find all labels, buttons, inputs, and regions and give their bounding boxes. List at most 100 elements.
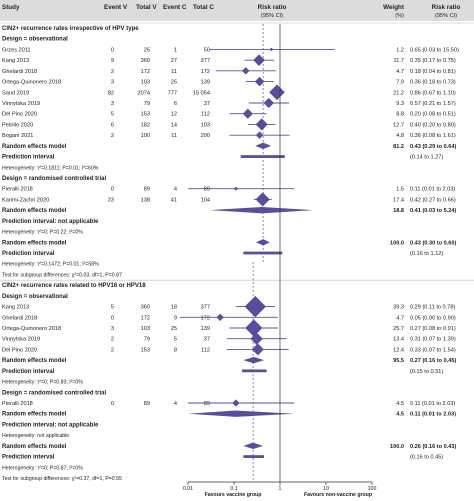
- study-marker: [263, 97, 274, 109]
- weight-value: 12.4: [393, 347, 404, 353]
- event-v-value: 2: [111, 133, 114, 139]
- x-tick-label: 10: [323, 486, 329, 492]
- event-c-value: 41: [171, 197, 177, 203]
- total-v-value: 79: [144, 101, 150, 107]
- event-v-value: 3: [111, 101, 114, 107]
- total-v-value: 2074: [138, 90, 150, 96]
- total-c-value: 37: [204, 101, 210, 107]
- event-v-value: 0: [111, 315, 114, 321]
- summary-diamond: [188, 410, 295, 417]
- study-label: Sand 2019: [2, 90, 29, 96]
- summary-weight-value: 4.5: [396, 412, 404, 418]
- rr-ci-value: 0.36 (0.18 to 0.73): [410, 80, 456, 86]
- total-c-value: 112: [201, 112, 210, 118]
- study-marker: [251, 343, 264, 356]
- study-label: Kang 2013: [2, 58, 29, 64]
- summary-label: Random effects model: [2, 208, 67, 214]
- event-c-value: 4: [174, 401, 177, 407]
- prediction-interval-value: (0.16 to 0.45): [410, 455, 443, 461]
- total-v-value: 172: [141, 69, 150, 75]
- subgroup-label: Design = observational: [2, 37, 68, 43]
- study-marker: [242, 67, 250, 75]
- study-marker: [255, 118, 268, 131]
- rr-ci-value: 0.27 (0.08 to 0.91): [410, 326, 456, 332]
- total-c-value: 172: [201, 315, 210, 321]
- study-label: Kang 2013: [2, 305, 29, 311]
- weight-value: 8.8: [396, 112, 404, 118]
- event-v-value: 0: [111, 47, 114, 53]
- study-marker: [255, 131, 264, 139]
- prediction-interval-bar: [243, 455, 265, 458]
- rr-ci-value: 0.11 (0.01 to 2.03): [410, 401, 455, 407]
- study-label: Ortega-Quinonero 2018: [2, 326, 61, 332]
- total-c-value: 89: [204, 401, 210, 407]
- weight-value: 4.7: [396, 69, 404, 75]
- total-c-value: 200: [201, 133, 210, 139]
- event-c-value: 11: [171, 133, 177, 139]
- weight-value: 7.9: [396, 80, 404, 86]
- header-weight-unit: (%): [395, 13, 404, 19]
- header-weight: Weight: [383, 4, 405, 11]
- subgroup-label: Prediction interval: not applicable: [2, 219, 99, 225]
- study-label: Vinnytska 2019: [2, 337, 40, 343]
- total-v-value: 100: [141, 133, 150, 139]
- total-v-value: 153: [141, 347, 150, 353]
- summary-ci-value: 0.43 (0.30 to 0.60): [410, 240, 456, 246]
- total-c-value: 377: [201, 305, 210, 311]
- summary-diamond: [243, 442, 264, 450]
- event-v-value: 3: [111, 80, 114, 86]
- prediction-interval-label: Prediction interval: [2, 155, 55, 161]
- total-v-value: 25: [144, 47, 150, 53]
- header-event-v: Event V: [104, 4, 128, 11]
- total-v-value: 89: [144, 187, 150, 193]
- rr-ci-value: 0.40 (0.20 to 0.80): [410, 122, 456, 128]
- summary-ci-value: 0.27 (0.16 to 0.45): [410, 358, 456, 364]
- x-axis: 0.01 0.1 1 10 100: [183, 24, 376, 492]
- heterogeneity-label: Heterogeneity: τ²=0.1811; P=0.01; I²=60%: [2, 165, 99, 171]
- study-marker: [232, 399, 240, 407]
- summary-label: Random effects model: [2, 144, 67, 150]
- summary-weight-value: 100.0: [390, 444, 404, 450]
- prediction-interval-value: (0.16 to 1.12): [410, 251, 443, 257]
- study-marker: [244, 295, 266, 318]
- study-marker: [242, 108, 253, 119]
- event-v-value: 2: [111, 347, 114, 353]
- summary-weight-value: 95.5: [393, 358, 404, 364]
- summary-diamond: [243, 356, 265, 364]
- total-v-value: 360: [141, 58, 150, 64]
- event-v-value: 23: [108, 197, 114, 203]
- study-label: Del Pino 2020: [2, 112, 37, 118]
- event-c-value: 18: [171, 305, 177, 311]
- favours-right-label: Favours non-vaccine group: [304, 492, 372, 498]
- total-c-value: 139: [201, 80, 210, 86]
- total-c-value: 139: [201, 326, 210, 332]
- subgroup-label: Design = randomised controlled trial: [2, 390, 107, 396]
- event-c-value: 9: [174, 315, 177, 321]
- heterogeneity-label: Test for subgroup differences: χ²=0.03, …: [2, 272, 122, 278]
- section-title: CIN2+ recurrence rates irrespective of H…: [2, 26, 139, 32]
- summary-label: Random effects model: [2, 358, 67, 364]
- weight-value: 4.8: [396, 133, 404, 139]
- prediction-interval-bar: [242, 369, 267, 373]
- event-v-value: 5: [111, 305, 114, 311]
- header-risk-ratio-right: Risk ratio: [432, 4, 461, 11]
- prediction-interval-bar: [240, 155, 285, 158]
- study-marker: [269, 84, 285, 101]
- study-marker: [253, 54, 265, 66]
- heterogeneity-label: Test for subgroup differences: χ²=0.37, …: [2, 476, 122, 482]
- rr-ci-value: 0.18 (0.04 to 0.81): [410, 69, 456, 75]
- favours-left-label: Favours vaccine group: [205, 492, 262, 498]
- prediction-interval-label: Prediction interval: [2, 251, 55, 257]
- weight-value: 17.4: [393, 197, 404, 203]
- study-marker: [255, 192, 270, 207]
- summary-ci-value: 0.26 (0.16 to 0.43): [410, 444, 456, 450]
- weight-value: 21.2: [393, 90, 404, 96]
- rr-ci-value: 0.36 (0.08 to 1.61): [410, 133, 456, 139]
- header-risk-ratio-ci: (95% CI): [261, 13, 283, 19]
- weight-value: 12.7: [393, 122, 404, 128]
- x-tick-label: 100: [368, 486, 377, 492]
- study-marker: [254, 76, 265, 87]
- event-c-value: 14: [171, 122, 177, 128]
- weight-value: 1.2: [396, 47, 404, 53]
- summary-weight-value: 81.2: [393, 144, 404, 150]
